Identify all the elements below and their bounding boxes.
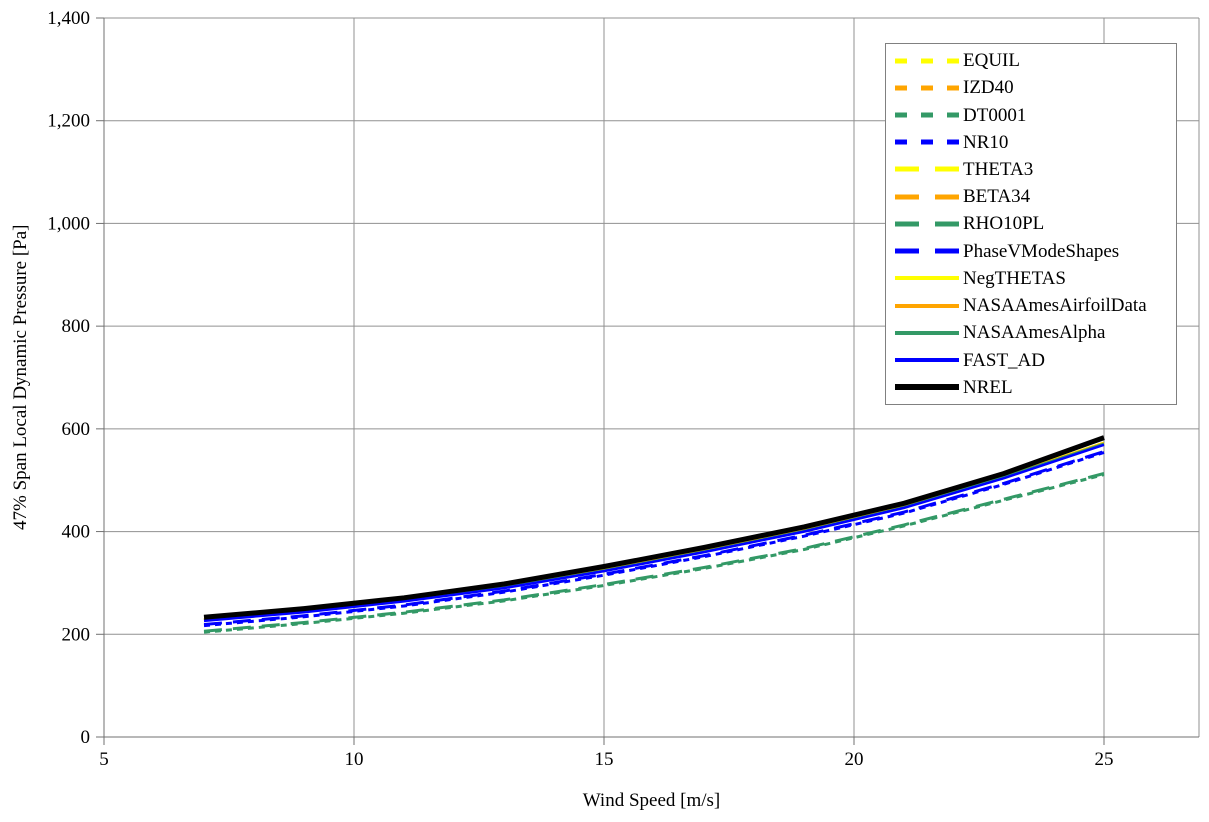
legend-label: PhaseVModeShapes — [963, 240, 1120, 262]
legend-label: EQUIL — [963, 50, 1020, 72]
x-tick-label: 10 — [345, 749, 364, 770]
legend-swatch-IZD40 — [895, 85, 959, 91]
series-RHO10PL — [203, 472, 1105, 633]
legend-label: NREL — [963, 376, 1013, 398]
legend-swatch-FAST_AD — [895, 358, 959, 363]
legend-item-NegTHETAS: NegTHETAS — [895, 265, 1176, 291]
x-tick-label: 15 — [595, 749, 614, 770]
legend-swatch-DT0001 — [895, 112, 959, 118]
legend-label: NegTHETAS — [963, 267, 1066, 289]
legend-item-THETA3: THETA3 — [895, 156, 1176, 182]
series-PhaseVModeShapes — [203, 450, 1105, 626]
legend-swatch-EQUIL — [895, 58, 959, 64]
legend-swatch-BETA34 — [895, 194, 959, 200]
y-tick-label: 400 — [62, 522, 91, 543]
legend-item-IZD40: IZD40 — [895, 75, 1176, 101]
legend-swatch-NASAAmesAirfoilData — [895, 303, 959, 308]
y-tick-label: 600 — [62, 419, 91, 440]
y-tick-label: 200 — [62, 624, 91, 645]
y-tick-label: 0 — [81, 727, 91, 748]
legend-label: FAST_AD — [963, 349, 1045, 371]
y-axis-title: 47% Span Local Dynamic Pressure [Pa] — [10, 224, 31, 531]
legend-swatch-PhaseVModeShapes — [895, 248, 959, 254]
legend-swatch-NegTHETAS — [895, 276, 959, 281]
legend-label: NASAAmesAirfoilData — [963, 295, 1147, 317]
legend-item-NR10: NR10 — [895, 129, 1176, 155]
series-NREL — [203, 435, 1105, 620]
y-tick-label: 800 — [62, 316, 91, 337]
series-NegTHETAS — [203, 441, 1105, 621]
legend-label: RHO10PL — [963, 213, 1045, 235]
x-tick-label: 25 — [1095, 749, 1114, 770]
legend-item-EQUIL: EQUIL — [895, 48, 1176, 74]
legend-label: NR10 — [963, 131, 1009, 153]
x-tick-label: 5 — [99, 749, 109, 770]
legend-label: IZD40 — [963, 77, 1014, 99]
legend-swatch-RHO10PL — [895, 221, 959, 227]
y-tick-label: 1,000 — [47, 213, 90, 234]
legend-item-NREL: NREL — [895, 374, 1176, 400]
series-FAST_AD — [203, 443, 1105, 623]
legend-swatch-THETA3 — [895, 166, 959, 172]
legend-item-FAST_AD: FAST_AD — [895, 347, 1176, 373]
legend-item-BETA34: BETA34 — [895, 184, 1176, 210]
legend-item-NASAAmesAirfoilData: NASAAmesAirfoilData — [895, 293, 1176, 319]
x-tick-label: 20 — [845, 749, 864, 770]
series-NASAAmesAlpha — [203, 442, 1105, 622]
legend-label: DT0001 — [963, 104, 1027, 126]
y-tick-label: 1,400 — [47, 8, 90, 29]
legend-item-PhaseVModeShapes: PhaseVModeShapes — [895, 238, 1176, 264]
legend-swatch-NR10 — [895, 139, 959, 145]
y-tick-label: 1,200 — [47, 111, 90, 132]
legend-swatch-NREL — [895, 384, 959, 391]
legend-label: THETA3 — [963, 158, 1034, 180]
legend-item-NASAAmesAlpha: NASAAmesAlpha — [895, 320, 1176, 346]
legend-swatch-NASAAmesAlpha — [895, 330, 959, 335]
legend-item-DT0001: DT0001 — [895, 102, 1176, 128]
x-axis-title: Wind Speed [m/s] — [582, 790, 721, 811]
legend: EQUIL IZD40 DT0001 NR10 THETA3 BETA34 RHO10PL P… — [885, 43, 1177, 405]
legend-item-RHO10PL: RHO10PL — [895, 211, 1176, 237]
legend-label: BETA34 — [963, 186, 1031, 208]
legend-label: NASAAmesAlpha — [963, 322, 1106, 344]
series-NR10 — [203, 451, 1105, 628]
